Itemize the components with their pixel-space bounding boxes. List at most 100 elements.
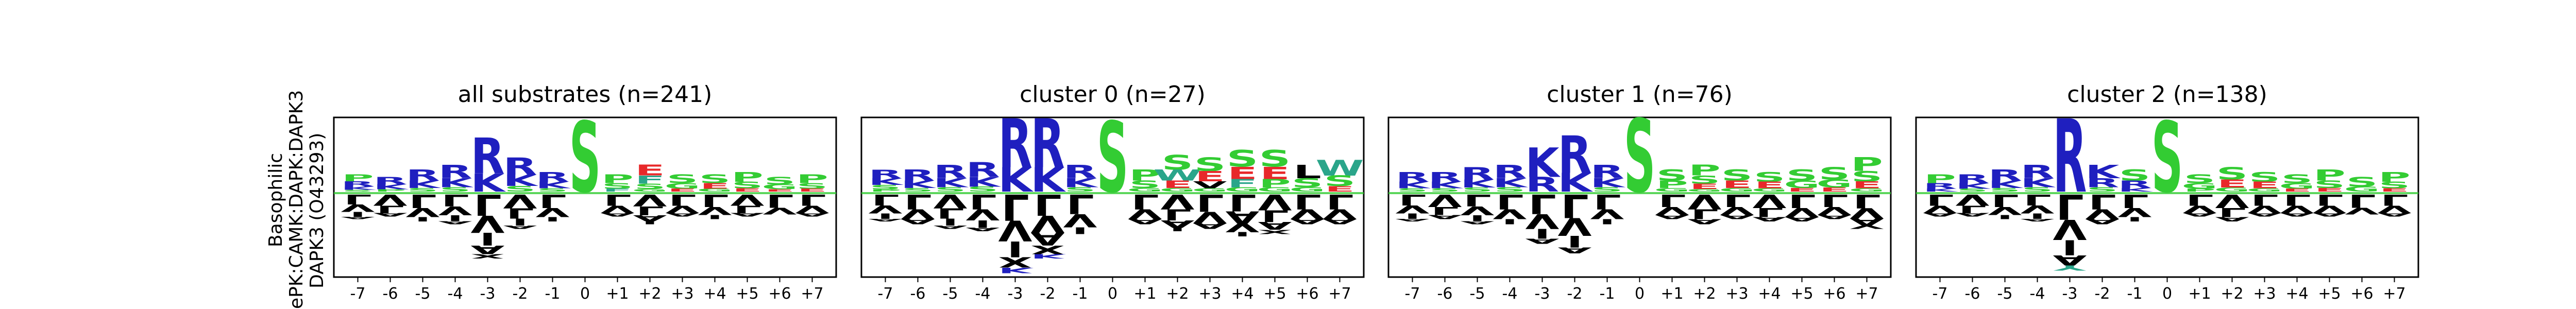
logo-letter-I: I <box>642 220 658 225</box>
logo-letter-P: P <box>1129 167 1161 184</box>
logo-letter-A: A <box>1461 220 1495 225</box>
x-tick-label: +2 <box>2221 285 2243 303</box>
logo-letter-A: A <box>1526 237 1560 245</box>
logo-letter-S: S <box>796 182 828 191</box>
x-tick-label: +4 <box>1231 285 1253 303</box>
x-tick-label: +4 <box>703 285 726 303</box>
logo-letter-A: A <box>601 212 635 217</box>
panel-title: cluster 1 (n=76) <box>1547 81 1733 108</box>
logo-letter-S: S <box>2281 172 2313 186</box>
logo-letter-L: L <box>1163 205 1191 223</box>
x-tick-label: -2 <box>513 285 528 303</box>
logo-letter-F: F <box>1227 177 1257 190</box>
logo-letter-G: G <box>665 182 701 191</box>
logo-letter-E: E <box>2282 188 2312 193</box>
logo-letter-I: I <box>1170 227 1186 232</box>
logo-letter-P: P <box>1259 177 1291 190</box>
logo-letter-A: A <box>2215 216 2249 223</box>
x-tick-label: -3 <box>1535 285 1550 303</box>
logo-letter-K: K <box>1395 180 1431 191</box>
logo-letter-I: I <box>1534 226 1551 241</box>
logo-letter-S: S <box>1064 186 1096 193</box>
x-tick-label: +2 <box>1693 285 1716 303</box>
logo-letter-G: G <box>762 183 798 191</box>
logo-letter-S: S <box>1721 167 1753 184</box>
x-tick-label: +6 <box>1296 285 1318 303</box>
logo-letter-K: K <box>1063 176 1098 190</box>
logo-letter-G: G <box>1719 187 1755 193</box>
logo-letter-S: S <box>2216 164 2248 183</box>
x-tick-label: +3 <box>2253 285 2276 303</box>
x-tick-label: +3 <box>671 285 693 303</box>
logo-letter-S: S <box>504 184 536 194</box>
x-tick-label: +7 <box>801 285 823 303</box>
logo-letter-R: R <box>1923 182 1957 191</box>
logo-letter-L: L <box>1431 204 1459 217</box>
logo-letter-X: X <box>1258 229 1292 235</box>
logo-letter-S: S <box>1259 146 1291 172</box>
logo-letter-V: V <box>1323 206 1357 221</box>
logo-letter-V: V <box>869 203 903 216</box>
logo-letter-G: G <box>1817 177 1853 190</box>
logo-letter-E: E <box>1689 182 1719 191</box>
logo-letter-V: V <box>1590 206 1624 221</box>
x-tick-label: -6 <box>383 285 398 303</box>
logo-letter-S: S <box>2184 172 2215 186</box>
logo-letter-I: I <box>1072 225 1089 235</box>
logo-letter-I: I <box>545 216 561 223</box>
logo-letter-A: A <box>2378 212 2412 217</box>
logo-letter-S: S <box>1097 101 1128 215</box>
x-tick-label: 0 <box>1635 285 1645 303</box>
logo-letter-L: L <box>936 205 964 221</box>
logo-letter-A: A <box>1226 207 1260 227</box>
logo-letter-A: A <box>1923 212 1957 217</box>
logo-letter-R: R <box>438 161 472 183</box>
logo-letter-I: I <box>1469 213 1486 222</box>
logo-letter-A: A <box>731 212 765 217</box>
logo-panel-1: cluster 0 (n=27)-7RKSPLVIA-6RKSLVA-5RKSV… <box>860 81 1365 303</box>
logo-letter-X: X <box>998 254 1032 270</box>
x-tick-label: +3 <box>1198 285 1221 303</box>
logo-letter-A: A <box>438 220 472 225</box>
logo-letter-G: G <box>1192 187 1228 193</box>
logo-letter-S: S <box>342 190 374 192</box>
logo-letter-I: I <box>2127 216 2143 223</box>
logo-panel-0: all substrates (n=241)-7PRKSLVIA-6RKPVLA… <box>333 81 837 303</box>
logo-letter-V: V <box>1923 203 1957 215</box>
logo-letter-A: A <box>2313 212 2347 217</box>
logo-letter-V: V <box>2280 203 2314 215</box>
x-tick-label: +2 <box>638 285 661 303</box>
logo-letter-V: V <box>1193 180 1227 191</box>
logo-letter-R: R <box>1396 169 1430 185</box>
logo-letter-V: V <box>1655 204 1689 217</box>
x-tick-label: +5 <box>2318 285 2341 303</box>
x-tick-label: -5 <box>943 285 958 303</box>
x-tick-label: -3 <box>1008 285 1023 303</box>
logo-letter-S: S <box>2379 180 2410 191</box>
logo-letter-R: R <box>1461 164 1495 183</box>
logo-letter-A: A <box>966 227 1000 232</box>
panel-title: cluster 2 (n=138) <box>2067 81 2267 108</box>
logo-letter-A: A <box>1720 214 1754 220</box>
logo-letter-I: I <box>1007 236 1024 261</box>
logo-letter-R: R <box>934 161 968 183</box>
logo-letter-P: P <box>1924 172 1956 186</box>
x-tick-label: +1 <box>1660 285 1683 303</box>
logo-letter-V: V <box>438 203 473 217</box>
logo-letter-R: R <box>341 180 375 188</box>
logo-letter-V: V <box>998 214 1032 248</box>
x-tick-label: +7 <box>1328 285 1351 303</box>
logo-letter-R: R <box>1590 161 1624 183</box>
logo-letter-E: E <box>732 187 762 193</box>
logo-letter-E: E <box>1819 186 1849 193</box>
x-tick-label: +7 <box>2383 285 2405 303</box>
logo-letter-L: L <box>1261 207 1289 225</box>
logo-letter-P: P <box>1688 162 1720 179</box>
logo-letter-A: A <box>2183 212 2217 217</box>
logo-letter-V: V <box>1988 204 2022 217</box>
logo-letter-V: V <box>1226 221 1260 234</box>
logo-letter-L: L <box>1755 205 1783 219</box>
logo-letter-A: A <box>901 217 935 225</box>
logo-letter-K: K <box>965 175 1001 190</box>
logo-letter-V: V <box>1720 204 1754 217</box>
